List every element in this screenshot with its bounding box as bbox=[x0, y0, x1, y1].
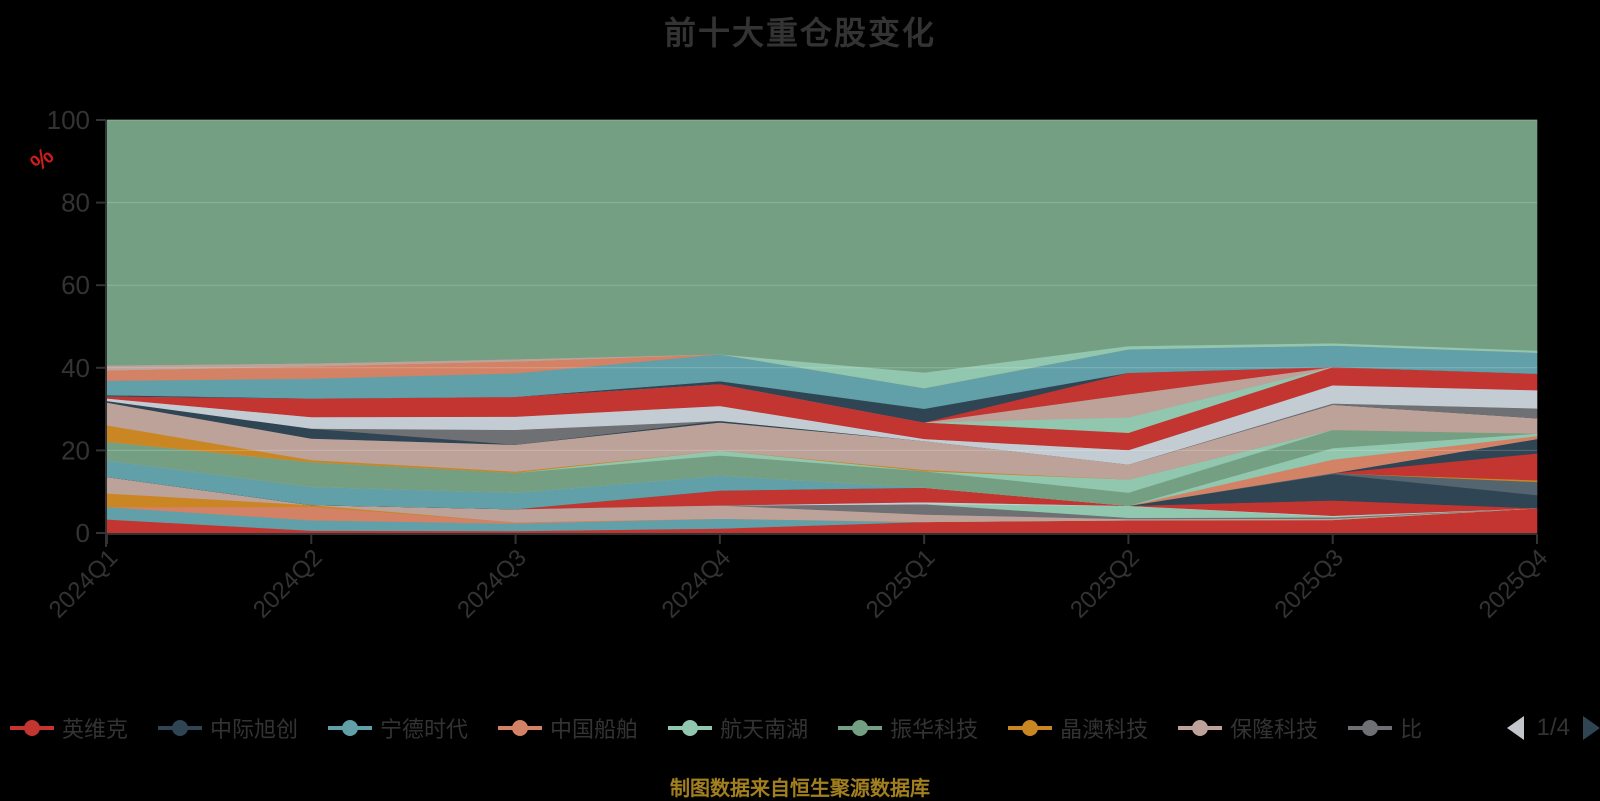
x-tick-label-2024Q4: 2024Q4 bbox=[657, 544, 736, 623]
chart-caption: 制图数据来自恒生聚源数据库 bbox=[670, 778, 930, 800]
y-tick-label-80: 80 bbox=[61, 188, 90, 218]
legend-item-label: 中际旭创 bbox=[210, 717, 299, 742]
legend-item-label: 晶澳科技 bbox=[1060, 717, 1149, 742]
legend-line-circle-icon bbox=[1178, 720, 1223, 736]
legend-item-中国船舶[interactable]: 中国船舶 bbox=[498, 712, 638, 744]
legend-item-中际旭创[interactable]: 中际旭创 bbox=[158, 712, 298, 744]
legend-item-label: 英维克 bbox=[62, 717, 129, 742]
pager-page-indicator: 1/4 bbox=[1536, 714, 1570, 741]
legend-item-宁德时代[interactable]: 宁德时代 bbox=[328, 712, 468, 744]
legend-item-英维克[interactable]: 英维克 bbox=[10, 712, 128, 744]
legend-line-circle-icon bbox=[10, 720, 54, 736]
x-tick-label-2024Q3: 2024Q3 bbox=[452, 544, 531, 623]
legend-line-circle-icon bbox=[1008, 720, 1053, 736]
x-tick-label-2025Q3: 2025Q3 bbox=[1269, 544, 1348, 623]
legend-line-circle-icon bbox=[158, 720, 203, 736]
y-tick-label-40: 40 bbox=[61, 353, 90, 383]
legend-line-circle-icon bbox=[328, 720, 373, 736]
x-tick-label-2024Q2: 2024Q2 bbox=[248, 544, 327, 623]
legend-line-circle-icon bbox=[1348, 720, 1393, 736]
area-series-series-top bbox=[106, 119, 1538, 373]
legend-item-保隆科技[interactable]: 保隆科技 bbox=[1178, 712, 1318, 744]
legend-item-振华科技[interactable]: 振华科技 bbox=[838, 712, 978, 744]
legend-item-label: 航天南湖 bbox=[720, 717, 809, 742]
pager-prev-icon[interactable] bbox=[1506, 716, 1524, 740]
legend-line-circle-icon bbox=[498, 720, 543, 736]
stacked-area-chart[interactable]: 0 20 40 60 80 100 2024Q1 2024Q2 2024Q3 2024Q4 2025… bbox=[0, 0, 1600, 690]
y-tick-label-60: 60 bbox=[61, 270, 90, 300]
x-tick-label-2025Q2: 2025Q2 bbox=[1065, 544, 1144, 623]
x-tick-label-2024Q1: 2024Q1 bbox=[44, 544, 123, 623]
chart-legend: 英维克 中际旭创 宁德时代 中国船舶 航天南湖 振华科技 晶澳科技 保隆科技 比 bbox=[10, 706, 1494, 750]
legend-item-label: 宁德时代 bbox=[380, 717, 469, 742]
legend-item-航天南湖[interactable]: 航天南湖 bbox=[668, 712, 808, 744]
page-title: 前十大重仓股变化 bbox=[663, 15, 936, 51]
legend-item-比[interactable]: 比 bbox=[1348, 712, 1422, 744]
x-tick-label-2025Q1: 2025Q1 bbox=[861, 544, 940, 623]
legend-pager: 1/4 bbox=[1506, 706, 1600, 750]
legend-line-circle-icon bbox=[668, 720, 713, 736]
legend-item-label: 保隆科技 bbox=[1230, 717, 1319, 742]
y-tick-label-100: 100 bbox=[47, 105, 90, 135]
legend-item-label: 比 bbox=[1400, 717, 1423, 742]
y-tick-label-0: 0 bbox=[76, 518, 90, 548]
legend-item-晶澳科技[interactable]: 晶澳科技 bbox=[1008, 712, 1148, 744]
x-tick-label-2025Q4: 2025Q4 bbox=[1474, 544, 1553, 623]
pager-next-icon[interactable] bbox=[1583, 716, 1600, 740]
legend-item-label: 中国船舶 bbox=[550, 717, 639, 742]
y-tick-label-20: 20 bbox=[61, 435, 90, 465]
legend-item-label: 振华科技 bbox=[890, 717, 979, 742]
legend-line-circle-icon bbox=[838, 720, 883, 736]
